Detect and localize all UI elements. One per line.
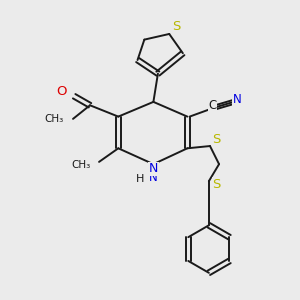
Text: CH₃: CH₃: [44, 114, 63, 124]
Text: S: S: [213, 133, 221, 146]
Text: N: N: [149, 162, 158, 175]
Text: H: H: [136, 173, 144, 183]
Text: N: N: [233, 93, 242, 106]
Text: C: C: [208, 99, 216, 112]
Text: H: H: [136, 174, 144, 184]
Text: S: S: [172, 20, 180, 32]
Text: CH₃: CH₃: [71, 160, 91, 170]
Text: O: O: [56, 85, 67, 98]
Text: N: N: [149, 171, 158, 184]
Text: S: S: [213, 178, 221, 191]
